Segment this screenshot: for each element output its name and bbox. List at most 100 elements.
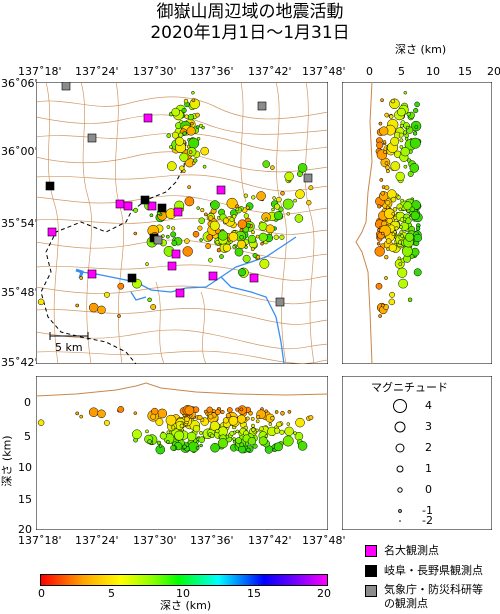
station-legend-nagoya-label: 名大観測点 [384, 544, 439, 557]
epicenter-marker [166, 161, 177, 171]
epicenter-marker [308, 185, 314, 191]
bottom-depth-tick-15: 15 [18, 493, 32, 506]
hypocenter-marker [378, 121, 383, 126]
hypocenter-marker [415, 226, 421, 231]
hypocenter-marker [379, 126, 389, 136]
hypocenter-marker [279, 429, 285, 435]
hypocenter-marker [374, 246, 385, 257]
hypocenter-marker [232, 437, 236, 441]
right-depth-tick-10: 10 [426, 65, 440, 78]
epicenter-marker [133, 207, 139, 213]
hypocenter-marker [394, 226, 399, 231]
hypocenter-marker [384, 112, 390, 118]
hypocenter-marker [407, 171, 414, 177]
hypocenter-marker [399, 138, 404, 143]
epicenter-marker [206, 234, 213, 241]
hypocenter-marker [398, 132, 404, 138]
hypocenter-marker [401, 245, 413, 257]
hypocenter-marker [382, 140, 387, 144]
hypocenter-marker [37, 419, 45, 426]
epicenter-marker [262, 160, 270, 168]
bottom-depth-tick-10: 10 [18, 461, 32, 474]
epicenter-marker [276, 196, 282, 203]
hypocenter-marker [403, 90, 408, 95]
epicenter-marker [226, 197, 238, 209]
epicenter-marker [79, 276, 84, 280]
epicenter-marker [195, 125, 200, 129]
bottom-lon-tick-3: 137˚30' [133, 534, 177, 547]
hypocenter-marker [400, 147, 410, 157]
station-marker [140, 195, 150, 205]
hypocenter-marker [158, 444, 163, 448]
station-legend-jma-label-2: の観測点 [384, 597, 428, 610]
epicenter-marker [191, 90, 195, 95]
hypocenter-marker [293, 431, 297, 436]
hypocenter-marker [403, 201, 413, 211]
hypocenter-marker [398, 207, 403, 212]
hypocenter-marker [397, 107, 406, 117]
hypocenter-marker [375, 282, 383, 290]
hypocenter-marker [264, 434, 269, 438]
epicenter-marker [251, 230, 255, 235]
hypocenter-marker [396, 195, 401, 200]
hypocenter-marker [155, 418, 164, 426]
hypocenter-marker [297, 441, 308, 451]
epicenter-marker [198, 217, 205, 224]
epicenter-marker [255, 255, 261, 260]
mag-label-1: 1 [425, 462, 432, 475]
epicenter-marker [235, 207, 240, 212]
epicenter-marker [237, 239, 246, 249]
epicenter-marker [187, 185, 191, 189]
hypocenter-marker [171, 425, 176, 430]
epicenter-marker [184, 196, 195, 207]
hypocenter-marker [117, 406, 125, 413]
epicenter-marker [256, 191, 266, 201]
epicenter-marker [238, 268, 246, 277]
bottom-lon-tick-4: 137˚36' [190, 534, 234, 547]
epicenter-marker [179, 165, 185, 171]
hypocenter-marker [284, 426, 294, 436]
epicenter-marker [196, 206, 200, 210]
station-legend-pref-label: 岐阜・長野県観測点 [384, 564, 483, 577]
station-marker [175, 288, 185, 298]
hypocenter-marker [380, 191, 385, 196]
station-marker [153, 235, 163, 245]
mag-2-symbol [395, 443, 405, 453]
hypocenter-marker [235, 429, 240, 434]
right-depth-tick-5: 5 [398, 65, 405, 78]
right-depth-tick-0: 0 [366, 65, 373, 78]
mag-0-symbol [397, 487, 403, 493]
station-legend-pref-symbol [365, 565, 377, 577]
hypocenter-marker [404, 133, 409, 138]
hypocenter-marker [409, 163, 420, 173]
station-marker [47, 227, 57, 237]
epicenter-marker [201, 125, 205, 130]
epicenter-marker [184, 238, 190, 244]
hypocenter-marker [376, 141, 384, 149]
hypocenter-marker [379, 178, 384, 182]
epicenter-marker [171, 226, 176, 231]
scale-bar [49, 332, 89, 340]
epicenter-marker [178, 132, 184, 138]
colorbar-label: 深さ (km) [160, 599, 212, 612]
hypocenter-marker [378, 314, 382, 318]
epicenter-marker [239, 228, 244, 232]
hypocenter-marker [403, 164, 408, 169]
station-legend-nagoya-symbol [365, 545, 377, 557]
hypocenter-marker [209, 421, 220, 431]
station-marker [171, 249, 181, 259]
hypocenter-marker [412, 131, 418, 136]
station-marker [157, 203, 167, 213]
hypocenter-marker [157, 408, 168, 419]
hypocenter-marker [395, 171, 405, 182]
epicenter-marker [210, 200, 220, 210]
epicenter-marker [166, 133, 171, 138]
map-lat-tick-5: 35˚42' [1, 356, 38, 369]
epicenter-marker [237, 219, 247, 229]
epicenter-marker [280, 191, 285, 196]
hypocenter-marker [413, 233, 422, 243]
epicenter-marker [219, 254, 224, 259]
hypocenter-marker [410, 211, 420, 221]
hypocenter-marker [222, 417, 229, 424]
epicenter-marker [196, 137, 201, 141]
